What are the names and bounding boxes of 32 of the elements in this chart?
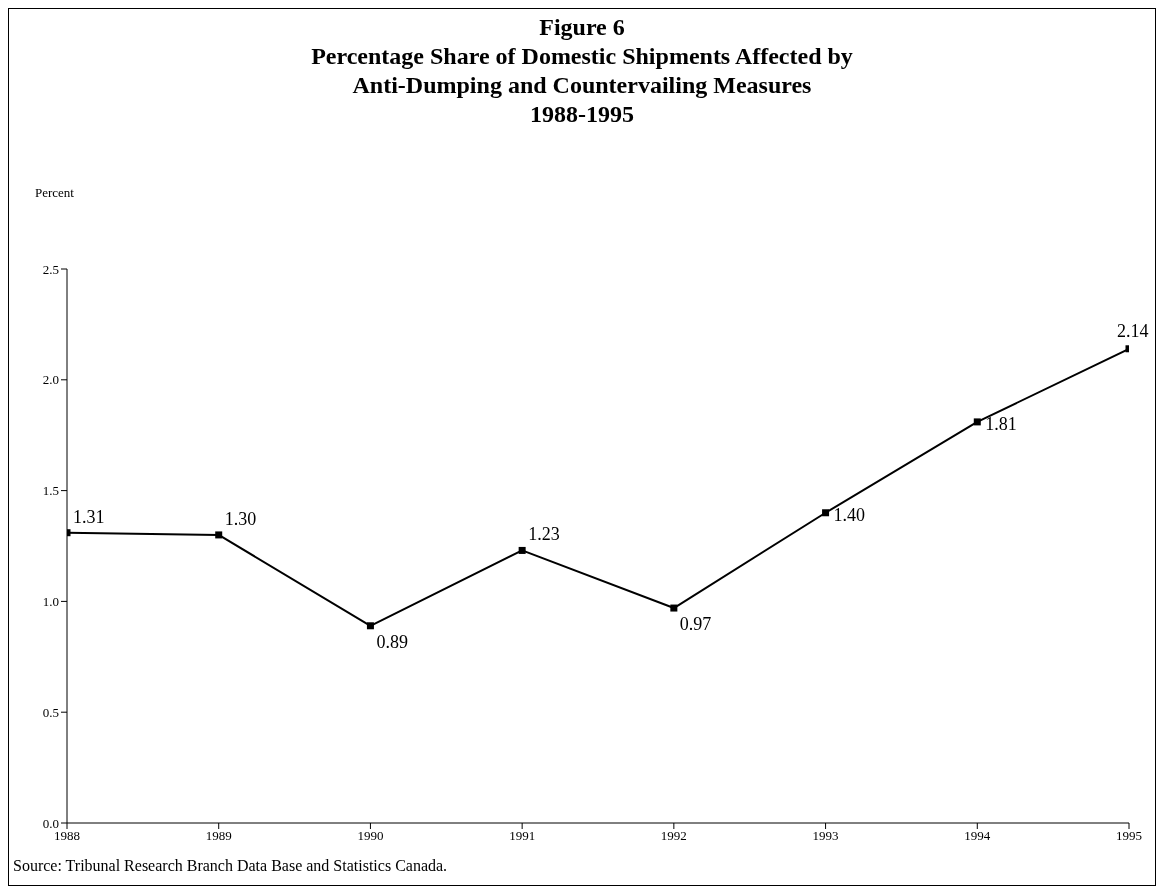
- y-tick-label: 2.0: [42, 372, 59, 388]
- point: [518, 546, 526, 554]
- x-tick-label: 1988: [54, 828, 80, 844]
- x-tick-label: 1989: [205, 828, 232, 844]
- y-tick-label: 2.5: [42, 261, 59, 277]
- data-label: 2.14: [1117, 320, 1149, 341]
- point: [670, 604, 678, 612]
- y-tick-label: 1.0: [42, 594, 59, 610]
- source-note: Source: Tribunal Research Branch Data Base and Statistics Canada.: [13, 857, 448, 875]
- y-axis-title: Percent: [35, 185, 74, 201]
- y-tick-label: 1.5: [42, 483, 59, 499]
- data-label: 1.31: [73, 506, 105, 527]
- chart-title: Figure 6: [538, 13, 626, 42]
- data-label: 0.89: [376, 631, 408, 652]
- x-tick-label: 1991: [509, 828, 536, 844]
- point: [822, 509, 830, 517]
- point: [366, 622, 374, 630]
- data-label: 0.97: [679, 614, 712, 635]
- point: [215, 531, 223, 539]
- x-tick-label: 1993: [812, 828, 839, 844]
- y-tick-label: 0.0: [42, 815, 59, 831]
- data-label: 1.23: [528, 524, 560, 545]
- x-tick-label: 1990: [357, 828, 384, 844]
- x-tick-label: 1995: [1116, 828, 1142, 844]
- x-tick-label: 1994: [964, 828, 991, 844]
- point: [973, 418, 981, 426]
- data-label: 1.30: [224, 508, 257, 529]
- data-label: 1.40: [833, 504, 866, 525]
- y-tick-label: 0.5: [42, 704, 59, 720]
- chart-subtitle: Percentage Share of Domestic Shipments Affected by Anti-Dumping and Countervailing Measures 1988-1995: [310, 42, 854, 129]
- data-label: 1.81: [985, 413, 1017, 434]
- x-tick-label: 1992: [660, 828, 687, 844]
